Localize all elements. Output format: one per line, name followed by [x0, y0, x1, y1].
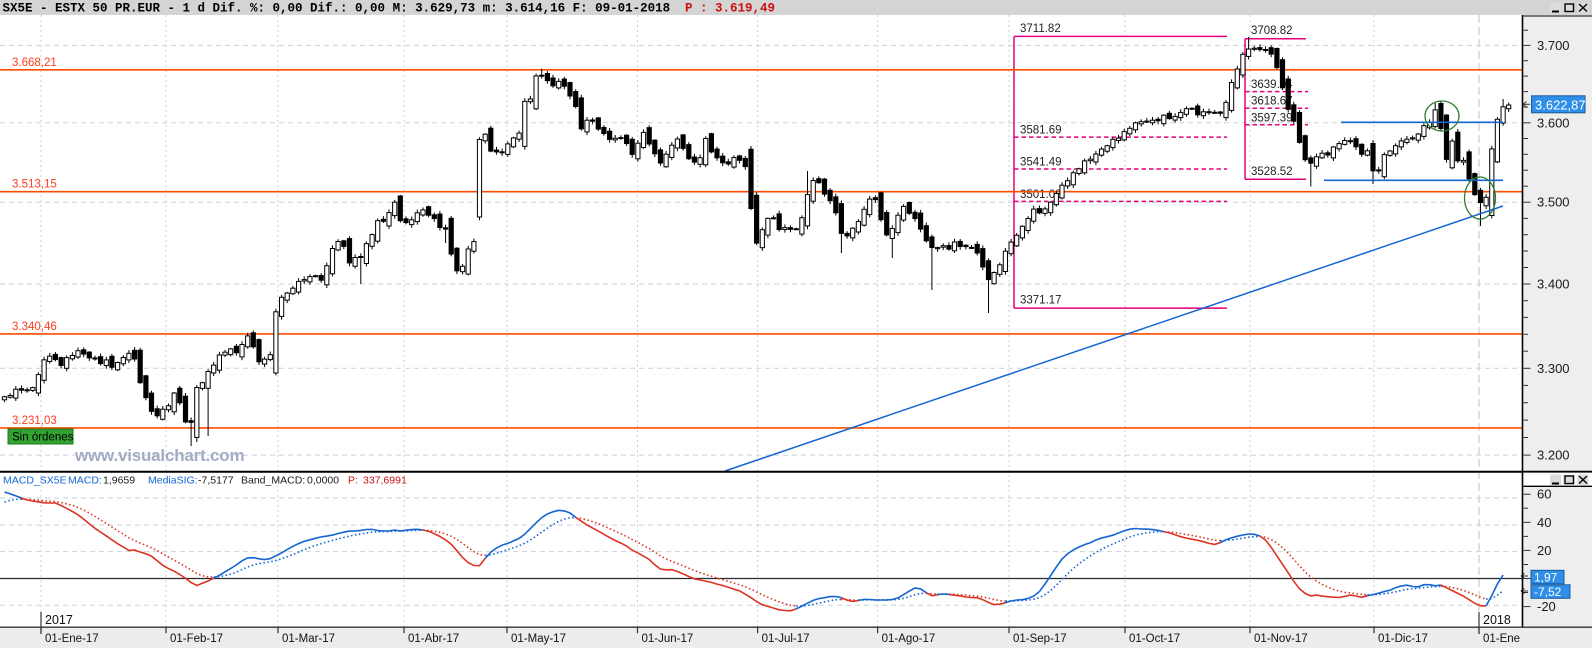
svg-text:60: 60	[1537, 487, 1551, 502]
svg-text:3711.82: 3711.82	[1020, 23, 1061, 35]
svg-text:01-Jun-17: 01-Jun-17	[642, 633, 694, 645]
svg-text:MACD:: MACD:	[68, 475, 102, 487]
svg-text:P : 3.619,49: P : 3.619,49	[685, 2, 775, 16]
svg-text:3.340,46: 3.340,46	[12, 321, 57, 333]
svg-text:40: 40	[1537, 515, 1551, 530]
svg-text:1,9659: 1,9659	[103, 475, 135, 487]
svg-text:3.513,15: 3.513,15	[12, 179, 57, 191]
svg-text:01-Abr-17: 01-Abr-17	[408, 633, 459, 645]
svg-text:01-Ene: 01-Ene	[1483, 633, 1520, 645]
svg-text:01-Nov-17: 01-Nov-17	[1254, 633, 1308, 645]
svg-text:3541.49: 3541.49	[1020, 157, 1062, 169]
svg-text:3.600: 3.600	[1537, 115, 1570, 130]
svg-text:01-Ago-17: 01-Ago-17	[882, 633, 936, 645]
svg-text:01-Sep-17: 01-Sep-17	[1013, 633, 1067, 645]
svg-text:01-May-17: 01-May-17	[511, 633, 566, 645]
svg-text:3.500: 3.500	[1537, 195, 1570, 210]
svg-text:01-Oct-17: 01-Oct-17	[1129, 633, 1180, 645]
svg-text:3708.82: 3708.82	[1251, 25, 1293, 37]
svg-text:MediaSIG:: MediaSIG:	[148, 475, 198, 487]
svg-text:01-Dic-17: 01-Dic-17	[1378, 633, 1428, 645]
svg-text:3.231,03: 3.231,03	[12, 415, 57, 427]
svg-text:3.668,21: 3.668,21	[12, 57, 57, 69]
svg-text:2018: 2018	[1483, 613, 1511, 627]
svg-text:01-Jul-17: 01-Jul-17	[762, 633, 810, 645]
svg-text:01-Mar-17: 01-Mar-17	[282, 633, 335, 645]
svg-text:3371.17: 3371.17	[1020, 295, 1062, 307]
svg-text:-20: -20	[1537, 599, 1556, 614]
svg-text:3528.52: 3528.52	[1251, 166, 1293, 178]
svg-text:01-Feb-17: 01-Feb-17	[170, 633, 223, 645]
svg-text:3.200: 3.200	[1537, 448, 1570, 463]
svg-text:3581.69: 3581.69	[1020, 125, 1062, 137]
svg-text:-7,52: -7,52	[1534, 585, 1562, 599]
svg-text:3597.39: 3597.39	[1251, 112, 1293, 124]
svg-text:0,0000: 0,0000	[307, 475, 339, 487]
svg-text:-7,5177: -7,5177	[198, 475, 234, 487]
svg-text:01-Ene-17: 01-Ene-17	[45, 633, 99, 645]
svg-text:1,97: 1,97	[1534, 570, 1558, 584]
svg-text:3.622,87: 3.622,87	[1535, 98, 1586, 113]
svg-text:3.700: 3.700	[1537, 38, 1570, 53]
svg-text:P:: P:	[348, 475, 358, 487]
svg-text:337,6991: 337,6991	[363, 475, 407, 487]
svg-text:MACD_SX5E: MACD_SX5E	[3, 475, 67, 487]
svg-text:2017: 2017	[45, 613, 73, 627]
svg-text:3.300: 3.300	[1537, 361, 1570, 376]
svg-text:www.visualchart.com: www.visualchart.com	[74, 446, 244, 465]
svg-text:Sin órdenes: Sin órdenes	[12, 432, 74, 444]
svg-text:3.400: 3.400	[1537, 277, 1570, 292]
svg-text:3618.67: 3618.67	[1251, 96, 1293, 108]
svg-text:SX5E - ESTX 50 PR.EUR - 1 d D: SX5E - ESTX 50 PR.EUR - 1 d Dif. %: 0,00…	[3, 2, 671, 16]
svg-text:Band_MACD:: Band_MACD:	[241, 475, 305, 487]
svg-text:20: 20	[1537, 543, 1551, 558]
